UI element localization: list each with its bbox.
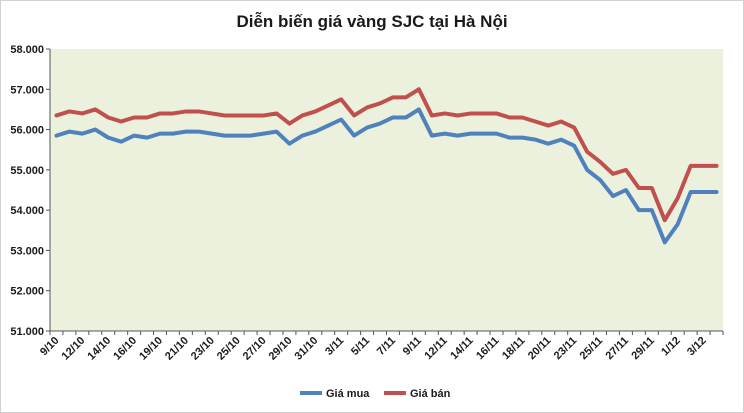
series-lines [54, 87, 719, 245]
legend-label: Giá bán [410, 388, 451, 400]
y-axis-ticks: 51.000 52.000 53.000 54.000 55.000 56.000 57.0… [10, 44, 50, 338]
y-tick-label: 58.000 [10, 44, 44, 56]
series-line-gia-ban [54, 87, 719, 223]
y-tick-label: 51.000 [10, 326, 44, 338]
plot-area [50, 49, 723, 331]
y-tick-label: 53.000 [10, 245, 44, 257]
y-tick-label: 56.000 [10, 125, 44, 137]
y-tick-label: 52.000 [10, 286, 44, 298]
legend: Giá mua Giá bán [300, 388, 451, 400]
series-line-gia-mua [54, 107, 719, 245]
legend-label: Giá mua [326, 388, 370, 400]
y-tick-label: 54.000 [10, 205, 44, 217]
y-tick-label: 57.000 [10, 84, 44, 96]
y-tick-label: 55.000 [10, 165, 44, 177]
chart-title: Diễn biến giá vàng SJC tại Hà Nội [236, 12, 507, 31]
